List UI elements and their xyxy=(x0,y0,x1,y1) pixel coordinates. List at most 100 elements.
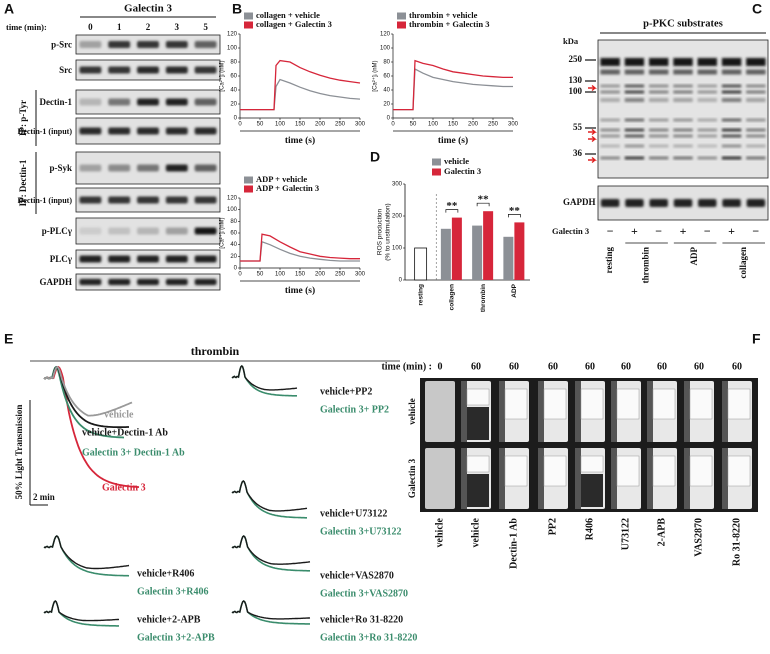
band xyxy=(137,127,159,135)
panel-letter: F xyxy=(752,331,761,347)
aggregation-trace xyxy=(231,600,311,620)
trace-label: Galectin 3+2-APB xyxy=(137,632,215,643)
y-axis-label: ROS production xyxy=(377,208,384,255)
legend-swatch xyxy=(244,12,253,20)
legend-label: thrombin + vehicle xyxy=(409,10,478,20)
band xyxy=(721,128,742,132)
y-tick-label: 120 xyxy=(227,32,238,38)
column-label: R406 xyxy=(584,518,595,540)
x-tick-label: 200 xyxy=(315,272,326,278)
tube xyxy=(425,448,455,509)
tube-shadow xyxy=(538,381,544,442)
band xyxy=(624,84,645,88)
aggregation-trace xyxy=(43,599,119,627)
y-tick-label: 80 xyxy=(383,60,390,66)
clot xyxy=(689,388,713,420)
x-tick-label: 100 xyxy=(428,122,439,128)
aggregation-trace xyxy=(231,599,310,625)
sign: + xyxy=(680,224,687,238)
label: 60 xyxy=(732,361,742,372)
band xyxy=(137,255,159,263)
significance: ** xyxy=(446,200,458,212)
y-tick-label: 20 xyxy=(383,102,390,108)
sign: − xyxy=(607,224,614,238)
bar xyxy=(483,211,494,280)
band xyxy=(600,118,620,122)
band xyxy=(721,144,742,148)
bar xyxy=(440,228,451,280)
x-tick-label: 150 xyxy=(295,272,306,278)
trace-label: Galectin 3+VAS2870 xyxy=(320,588,408,599)
band xyxy=(746,98,766,102)
y-tick-label: 0 xyxy=(234,116,238,122)
sign: + xyxy=(631,224,638,238)
aggregation-trace xyxy=(231,535,311,565)
significance: ** xyxy=(478,194,490,206)
band xyxy=(600,144,620,148)
band xyxy=(600,199,620,207)
marker-label: 55 xyxy=(573,122,583,132)
trace-label: vehicle+U73122 xyxy=(320,508,387,519)
x-tick-label: 250 xyxy=(335,122,346,128)
row-label: Dectin-1 xyxy=(40,97,73,107)
clear-plasma xyxy=(581,474,603,507)
trace-label: vehicle+2-APB xyxy=(137,614,201,625)
tube-shadow xyxy=(575,448,581,509)
band xyxy=(721,156,742,160)
legend-swatch xyxy=(432,158,441,166)
band xyxy=(137,66,159,74)
band xyxy=(79,196,102,204)
sign: + xyxy=(728,224,735,238)
aggregation-trace xyxy=(43,600,120,622)
band xyxy=(194,164,217,172)
band xyxy=(673,128,693,132)
bar xyxy=(451,217,462,280)
band xyxy=(79,164,102,172)
label: 60 xyxy=(585,361,595,372)
row-label: Src xyxy=(59,65,72,75)
y-tick-label: 60 xyxy=(383,74,390,80)
aggregation-trace xyxy=(231,479,307,519)
significance: ** xyxy=(509,205,521,217)
trace-label: vehicle xyxy=(104,409,134,420)
tube-shadow xyxy=(722,381,728,442)
tube-shadow xyxy=(647,381,653,442)
tube-shadow xyxy=(461,448,467,509)
trace xyxy=(240,233,360,262)
band xyxy=(649,90,669,94)
band xyxy=(137,164,159,172)
x-tick-label: 150 xyxy=(295,122,306,128)
ip-label: IP: p-Tyr xyxy=(18,100,28,136)
aggregation-trace xyxy=(43,365,140,488)
trace-label: vehicle+PP2 xyxy=(320,386,372,397)
label: 60 xyxy=(548,361,558,372)
y-axis-label: (% to unstimulation) xyxy=(385,203,392,260)
bar xyxy=(514,222,525,280)
band xyxy=(746,199,766,207)
arrow xyxy=(588,135,597,143)
trace xyxy=(393,59,513,111)
clot xyxy=(580,388,604,420)
band xyxy=(79,66,102,74)
x-axis-label: time (s) xyxy=(285,285,315,296)
band xyxy=(600,84,620,88)
column-label: U73122 xyxy=(620,518,631,550)
aggregation-trace xyxy=(231,534,310,572)
band xyxy=(697,58,717,66)
band xyxy=(649,69,669,75)
band xyxy=(746,69,766,75)
group-label: thrombin xyxy=(641,247,651,283)
marker-label: 250 xyxy=(569,54,583,64)
clot xyxy=(543,388,567,420)
band xyxy=(194,66,217,74)
band xyxy=(79,41,102,48)
clot xyxy=(727,388,751,420)
x-tick-label: resting xyxy=(417,284,424,306)
legend-swatch xyxy=(397,12,406,20)
row-label: Galectin 3 xyxy=(407,458,417,498)
arrow xyxy=(588,84,597,92)
band xyxy=(137,196,159,204)
tube-shadow xyxy=(461,381,467,442)
y-tick-label: 80 xyxy=(230,219,237,225)
band xyxy=(746,134,766,138)
